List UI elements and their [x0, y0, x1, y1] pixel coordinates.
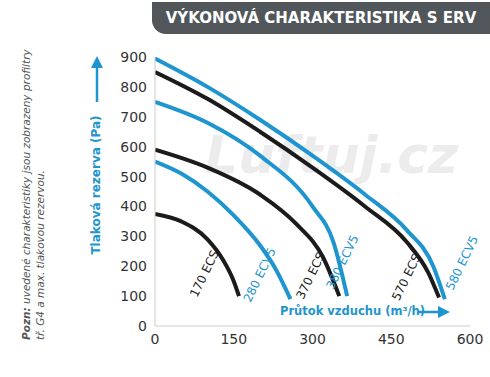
svg-text:600: 600 — [457, 331, 484, 347]
svg-text:450: 450 — [378, 331, 405, 347]
svg-text:100: 100 — [120, 288, 147, 304]
svg-text:500: 500 — [120, 169, 147, 185]
svg-text:280 ECV5: 280 ECV5 — [241, 246, 279, 305]
svg-text:370 ECS: 370 ECS — [293, 250, 328, 301]
svg-text:150: 150 — [220, 331, 247, 347]
svg-text:380 ECV5: 380 ECV5 — [323, 233, 361, 292]
html-text:Luftuj.cz: Luftuj.cz — [205, 125, 459, 185]
svg-text:300: 300 — [299, 331, 326, 347]
svg-text:800: 800 — [120, 79, 147, 95]
html-text:Tlaková rezerva (Pa): Tlaková rezerva (Pa) — [89, 115, 103, 255]
html-text:uvedené charakteristiky jsou z: uvedené charakteristiky jsou zobrazeny p… — [20, 49, 46, 340]
svg-text:200: 200 — [120, 258, 147, 274]
svg-text:900: 900 — [120, 49, 147, 65]
html-text:VÝKONOVÁ CHARAKTERISTIKA S ERV: VÝKONOVÁ CHARAKTERISTIKA S ERV — [165, 9, 477, 27]
svg-text:0: 0 — [151, 331, 160, 347]
svg-text:600: 600 — [120, 139, 147, 155]
svg-text:570 ECS: 570 ECS — [389, 252, 424, 303]
svg-text:170 ECS: 170 ECS — [187, 248, 222, 299]
svg-text:400: 400 — [120, 198, 147, 214]
svg-text:580 ECV5: 580 ECV5 — [443, 234, 481, 293]
svg-text:700: 700 — [120, 109, 147, 125]
svg-text:300: 300 — [120, 228, 147, 244]
svg-text:0: 0 — [138, 318, 147, 334]
html-text:Průtok vzduchu (m³/h): Průtok vzduchu (m³/h) — [280, 304, 426, 318]
html-text:Pozn:: Pozn: — [20, 307, 32, 340]
